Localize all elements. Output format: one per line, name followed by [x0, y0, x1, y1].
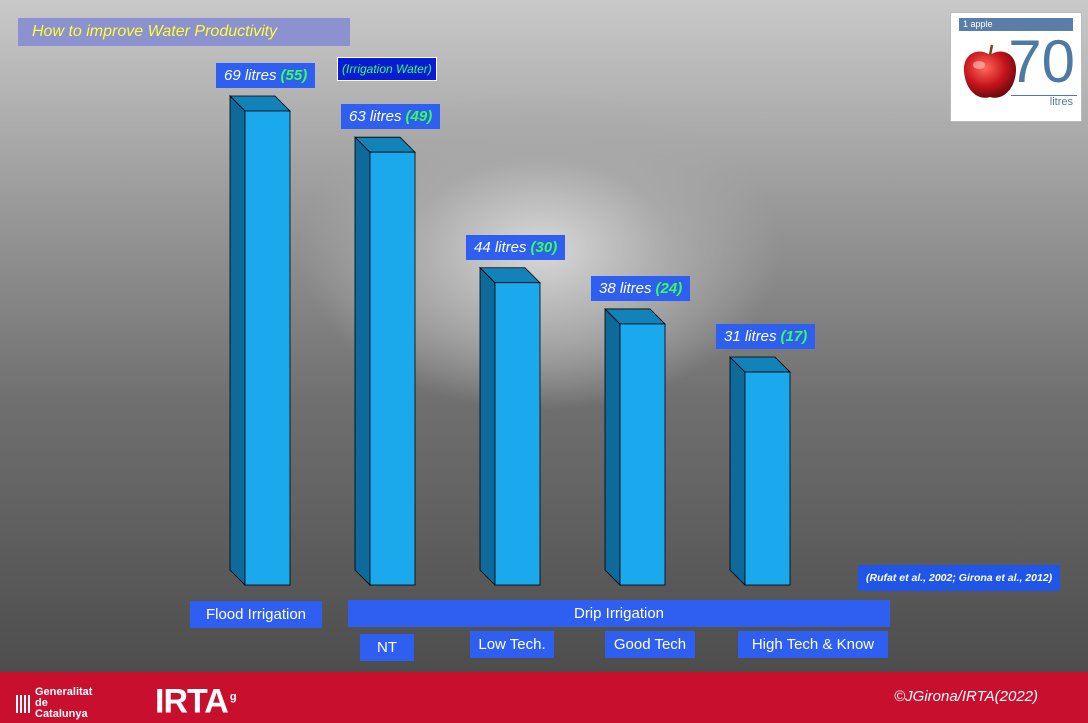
- irta-logo: IRTA g: [155, 678, 237, 721]
- generalitat-logo: Generalitat de Catalunya: [16, 687, 95, 720]
- copyright: ©JGirona/IRTA(2022): [894, 688, 1038, 705]
- irrigation-litres: (30): [530, 238, 558, 256]
- apple-badge: 1 apple 70 litres: [950, 12, 1082, 122]
- slide-title: How to improve Water Productivity: [18, 18, 350, 46]
- total-litres: 44 litres: [474, 238, 527, 256]
- reference-note: (Rufat et al., 2002; Girona et al., 2012…: [858, 565, 1061, 591]
- apple-divider: [1011, 95, 1077, 96]
- bar-front: [619, 323, 666, 586]
- bar-front: [369, 151, 416, 586]
- irta-logo-mark: g: [229, 691, 237, 703]
- irrigation-water-legend: (Irrigation Water): [337, 57, 437, 81]
- generalitat-mark-icon: [16, 694, 30, 713]
- irrigation-litres: (49): [405, 108, 433, 126]
- apple-icon: [963, 44, 1017, 98]
- bar-1: [229, 95, 291, 586]
- total-litres: 38 litres: [599, 279, 652, 297]
- bar-side: [604, 307, 621, 586]
- bar-front: [244, 110, 291, 586]
- total-litres: 63 litres: [349, 108, 402, 126]
- category-label-4: Good Tech: [605, 631, 695, 658]
- irta-logo-text: IRTA: [155, 682, 229, 721]
- generalitat-text: Generalitat de Catalunya: [35, 686, 93, 720]
- category-label-3: Low Tech.: [470, 631, 554, 658]
- bar-side: [354, 136, 371, 586]
- bar-side: [479, 266, 496, 586]
- apple-tag: 1 apple: [959, 18, 1073, 31]
- bar-5: [729, 356, 791, 586]
- bar-side: [729, 356, 746, 586]
- total-litres: 31 litres: [724, 328, 777, 346]
- apple-litres-unit: litres: [1049, 96, 1073, 108]
- bar-front: [744, 371, 791, 586]
- bar-4: [604, 307, 666, 586]
- bar-3: [479, 266, 541, 586]
- group-label-drip-irrigation: Drip Irrigation: [348, 600, 890, 627]
- bar-chart: [229, 95, 791, 586]
- footer-bar: Generalitat de Catalunya IRTA g ©JGirona/…: [0, 672, 1088, 723]
- irrigation-litres: (24): [655, 279, 683, 297]
- value-label-5: 31 litres (17): [716, 324, 816, 350]
- value-label-1: 69 litres (55): [216, 62, 316, 88]
- irrigation-litres: (17): [780, 328, 808, 346]
- category-label-2: NT: [360, 634, 414, 661]
- total-litres: 69 litres: [224, 66, 277, 84]
- category-label-1: Flood Irrigation: [190, 601, 322, 628]
- value-label-3: 44 litres (30): [466, 234, 566, 260]
- bar-side: [229, 95, 246, 586]
- irrigation-litres: (55): [280, 66, 308, 84]
- orchard-background: [0, 0, 1088, 672]
- bar-2: [354, 136, 416, 586]
- value-label-2: 63 litres (49): [341, 104, 441, 130]
- bar-front: [494, 282, 541, 586]
- apple-litres-number: 70: [1008, 28, 1075, 95]
- category-label-5: High Tech & Know: [738, 631, 888, 658]
- value-label-4: 38 litres (24): [591, 275, 691, 301]
